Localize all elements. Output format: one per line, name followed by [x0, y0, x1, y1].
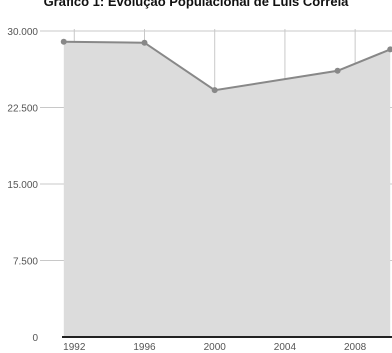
- data-point: [387, 46, 392, 53]
- x-tick-label: 1992: [63, 342, 86, 353]
- chart-title: Gráfico 1: Evolução Populacional de Luís…: [43, 0, 349, 9]
- x-tick-label: 2004: [274, 342, 297, 353]
- y-tick-labels: 0 7.500 15.000 22.500 30.000: [7, 27, 38, 344]
- data-point: [334, 67, 341, 74]
- data-point: [211, 87, 218, 94]
- y-tick-label: 7.500: [13, 257, 38, 268]
- x-tick-label: 2000: [204, 342, 227, 353]
- series-area: [63, 41, 391, 337]
- data-point: [60, 38, 67, 45]
- y-tick-label: 22.500: [7, 104, 38, 115]
- series-points: [60, 38, 392, 94]
- y-tick-label: 30.000: [7, 27, 38, 38]
- x-tick-labels: 1992 1996 2000 2004 2008: [63, 342, 367, 353]
- y-tick-label: 15.000: [7, 180, 38, 191]
- data-point: [141, 39, 148, 46]
- x-tick-label: 2008: [344, 342, 367, 353]
- y-tick-label: 0: [32, 333, 38, 344]
- x-tick-label: 1996: [133, 342, 156, 353]
